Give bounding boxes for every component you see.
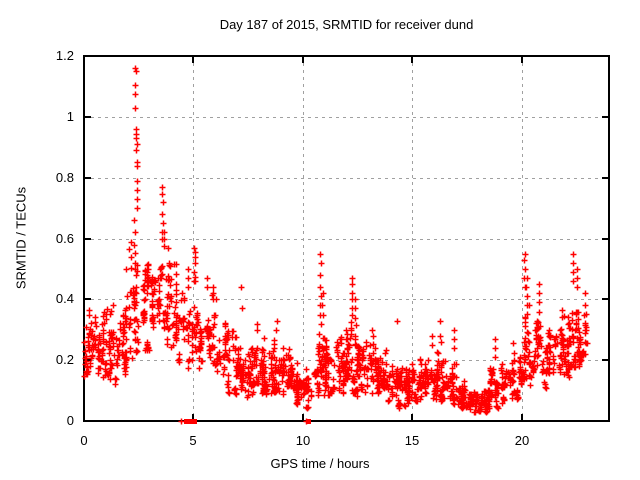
chart-title: Day 187 of 2015, SRMTID for receiver dun… — [219, 17, 474, 32]
data-points — [81, 65, 591, 425]
plot-border — [83, 55, 610, 422]
x-tick-label: 15 — [405, 433, 419, 448]
y-tick-label: 0.4 — [56, 291, 74, 306]
y-tick-label: 0.2 — [56, 352, 74, 367]
x-axis-label: GPS time / hours — [270, 456, 370, 471]
x-tick-label: 20 — [515, 433, 529, 448]
y-tick-label: 1 — [67, 109, 74, 124]
grid-lines — [84, 56, 609, 421]
x-tick-label: 0 — [80, 433, 87, 448]
y-tick-label: 0.6 — [56, 231, 74, 246]
x-tick-label: 5 — [189, 433, 196, 448]
zero-value-marker — [192, 419, 197, 424]
y-tick-label: 0 — [67, 413, 74, 428]
zero-value-marker — [188, 419, 193, 424]
zero-value-marker — [306, 419, 311, 424]
x-tick-label: 10 — [296, 433, 310, 448]
y-tick-label: 0.8 — [56, 170, 74, 185]
y-tick-label: 1.2 — [56, 48, 74, 63]
